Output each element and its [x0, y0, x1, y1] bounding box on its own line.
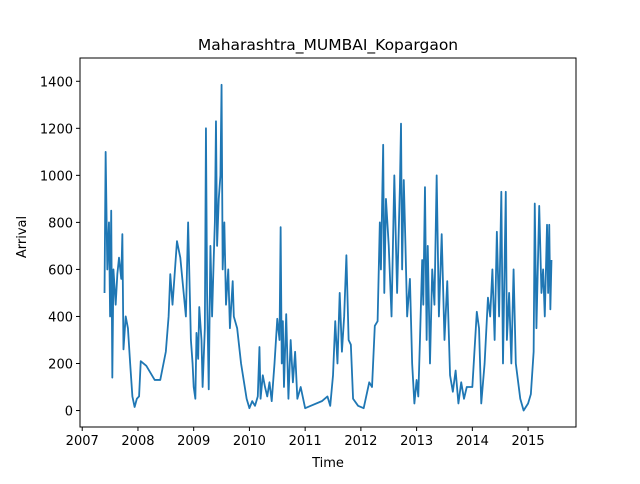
- x-axis-label: Time: [311, 456, 344, 471]
- x-tick-label: 2007: [66, 434, 99, 449]
- x-tick-label: 2010: [233, 434, 266, 449]
- y-tick-label: 1400: [40, 75, 73, 90]
- data-line: [103, 83, 553, 412]
- x-tick-label: 2011: [289, 434, 322, 449]
- x-tick-label: 2012: [344, 434, 377, 449]
- y-tick-label: 200: [48, 358, 73, 373]
- plot-frame: [79, 57, 577, 428]
- y-tick-label: 1200: [40, 122, 73, 137]
- x-tick-label: 2009: [177, 434, 210, 449]
- y-tick-label: 400: [48, 310, 73, 325]
- chart-title: Maharashtra_MUMBAI_Kopargaon: [198, 36, 458, 55]
- x-tick-label: 2013: [400, 434, 433, 449]
- x-tick-label: 2014: [456, 434, 489, 449]
- y-tick-label: 600: [48, 263, 73, 278]
- y-tick-label: 1000: [40, 169, 73, 184]
- x-tick-label: 2015: [512, 434, 545, 449]
- y-tick-label: 800: [48, 216, 73, 231]
- x-tick-label: 2008: [121, 434, 154, 449]
- y-tick-label: 0: [65, 405, 73, 420]
- y-axis-label: Arrival: [15, 216, 30, 258]
